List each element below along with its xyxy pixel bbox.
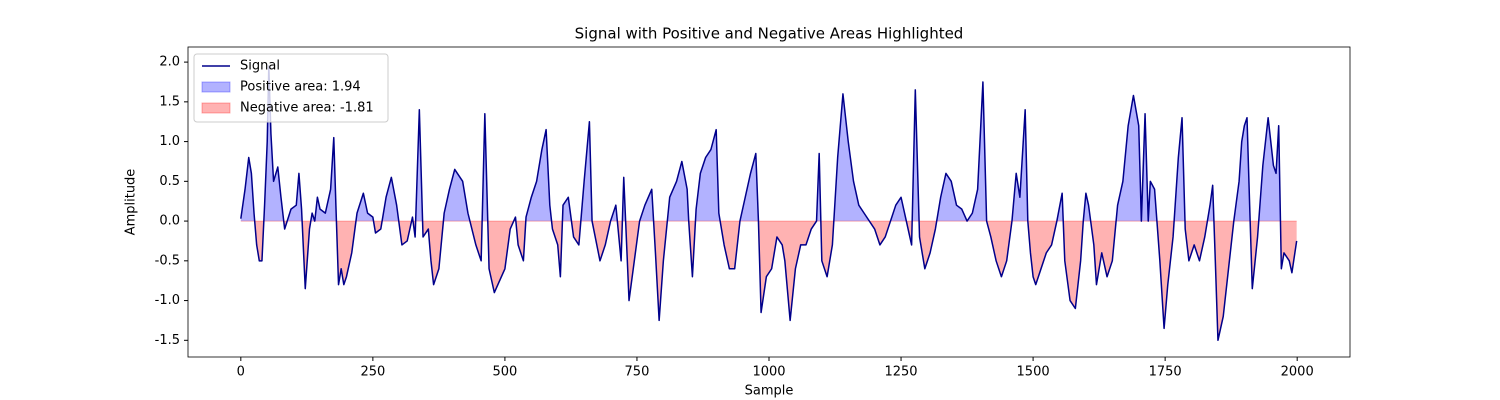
legend-swatch <box>201 81 231 93</box>
y-tick-label: -1.5 <box>155 333 180 348</box>
x-tick-label: 1500 <box>1017 365 1050 380</box>
x-tick-label: 1000 <box>752 365 785 380</box>
x-tick-label: 250 <box>360 365 385 380</box>
y-tick-label: 0.0 <box>159 214 180 229</box>
y-axis-label: Amplitude <box>124 169 139 236</box>
x-tick-label: 750 <box>625 365 650 380</box>
y-tick-label: 2.0 <box>159 55 180 70</box>
y-tick-label: 1.5 <box>159 94 180 109</box>
x-tick-label: 1250 <box>884 365 917 380</box>
x-tick-label: 0 <box>237 365 245 380</box>
signal-line <box>240 65 1298 342</box>
negative-area <box>254 221 1297 341</box>
legend-swatch <box>201 102 231 114</box>
x-tick-label: 1750 <box>1149 365 1182 380</box>
y-tick-label: -0.5 <box>155 253 180 268</box>
x-tick-label: 2000 <box>1281 365 1314 380</box>
positive-area <box>240 66 1281 222</box>
y-tick-label: 0.5 <box>159 174 180 189</box>
chart-title: Signal with Positive and Negative Areas … <box>575 25 964 43</box>
y-tick-label: 1.0 <box>159 134 180 149</box>
legend-label: Negative area: -1.81 <box>240 101 374 116</box>
x-axis-label: Sample <box>745 384 794 399</box>
legend-label: Signal <box>240 59 280 74</box>
x-tick-label: 500 <box>492 365 517 380</box>
plot-area: 0 250 500 750 1000 1250 1500 1750 2000 -1.5 -1.0 -0… <box>155 46 1351 380</box>
legend-label: Positive area: 1.94 <box>240 80 361 95</box>
y-tick-label: -1.0 <box>155 293 180 308</box>
legend-box <box>193 53 389 123</box>
